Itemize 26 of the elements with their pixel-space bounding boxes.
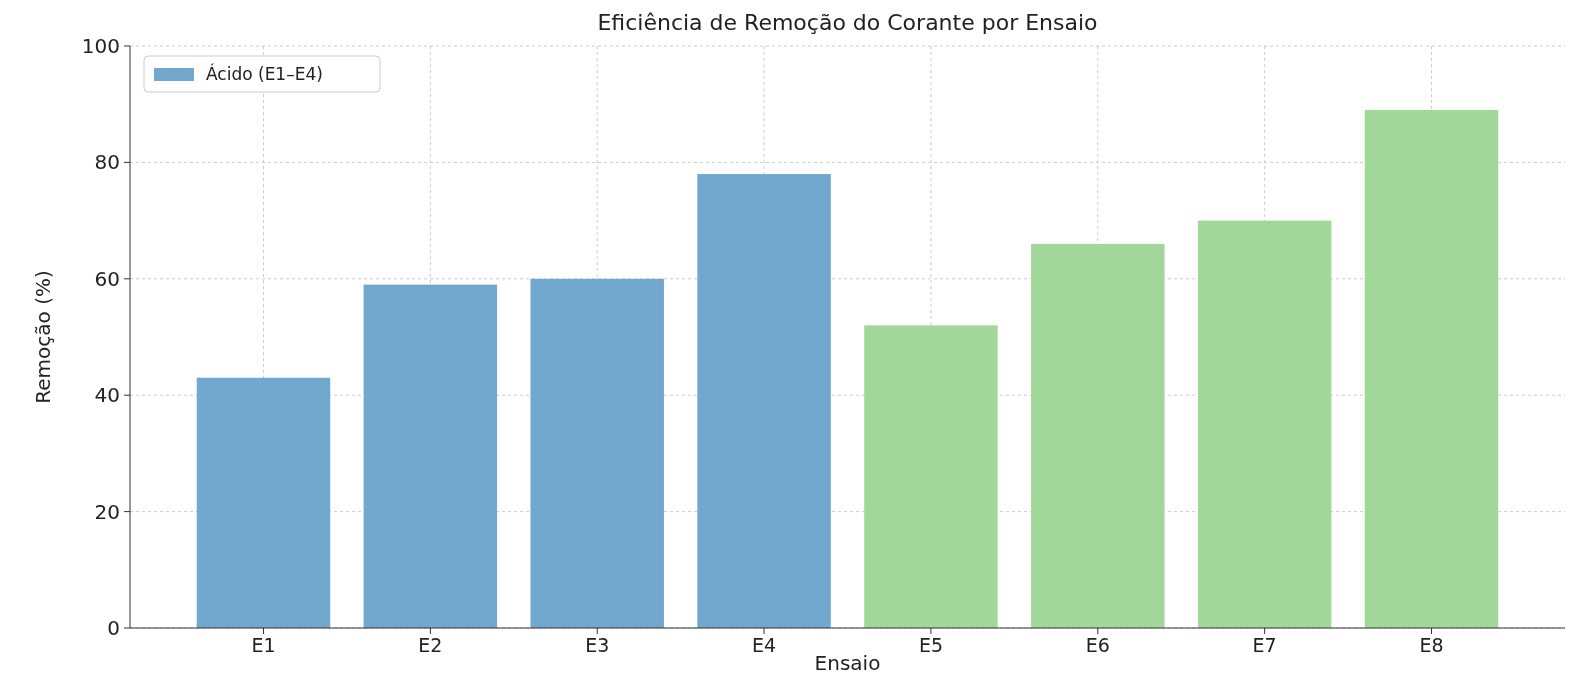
x-tick-label: E5	[918, 634, 943, 656]
x-tick-label: E2	[418, 634, 443, 656]
chart-title: Eficiência de Remoção do Corante por Ensaio	[597, 10, 1098, 35]
bar	[363, 284, 498, 628]
bar	[1197, 220, 1332, 628]
y-tick-label: 20	[94, 499, 120, 524]
x-tick-label: E6	[1085, 634, 1110, 656]
y-tick-label: 40	[94, 383, 120, 408]
y-tick-label: 0	[107, 616, 120, 640]
bar	[1031, 243, 1165, 628]
y-tick-label: 80	[94, 150, 120, 175]
x-tick-label: E7	[1252, 634, 1277, 656]
x-tick-label: E4	[752, 634, 777, 656]
legend-label: Ácido (E1–E4)	[206, 62, 323, 84]
x-axis-title: Ensaio	[814, 651, 881, 675]
bar	[530, 278, 664, 628]
y-tick-label: 60	[94, 266, 120, 291]
bar	[196, 377, 331, 628]
bar	[1364, 110, 1499, 628]
y-axis-title: Remoção (%)	[31, 270, 55, 404]
bar	[864, 325, 998, 628]
x-tick-label: E1	[251, 634, 276, 656]
x-tick-label: E3	[585, 634, 610, 656]
y-tick-label: 100	[81, 34, 120, 58]
bar	[697, 174, 831, 628]
x-tick-label: E8	[1419, 634, 1444, 656]
